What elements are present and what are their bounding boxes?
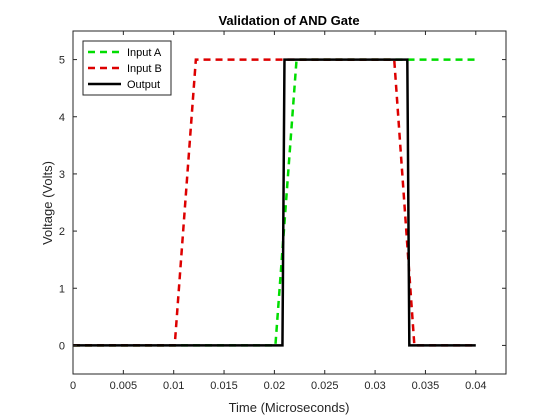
x-tick-label: 0.02 [264,380,285,392]
y-tick-label: 3 [59,169,65,181]
x-tick-label: 0.01 [163,380,184,392]
x-tick-label: 0.04 [465,380,486,392]
x-tick-label: 0.03 [364,380,385,392]
legend-label: Input A [127,47,162,59]
x-tick-label: 0.005 [110,380,138,392]
y-tick-label: 4 [59,112,65,124]
legend-box [82,40,172,96]
legend-label: Output [127,79,160,91]
x-tick-label: 0.035 [412,380,440,392]
y-tick-label: 1 [59,283,65,295]
y-tick-label: 0 [59,340,65,352]
y-tick-label: 2 [59,226,65,238]
y-axis: 0 1 2 3 4 5 [59,55,506,352]
x-tick-label: 0 [70,380,76,392]
legend: Input A Input B Output [82,40,172,96]
series-layer [73,58,476,347]
legend-label: Input B [127,63,162,75]
x-tick-label: 0.015 [210,380,238,392]
y-axis-label: Voltage (Volts) [40,161,55,245]
y-tick-label: 5 [59,55,65,67]
plot-box [72,30,507,375]
series-line-output [73,58,476,347]
chart-title: Validation of AND Gate [218,13,359,28]
x-tick-label: 0.025 [311,380,339,392]
x-axis-label: Time (Microseconds) [229,400,350,415]
x-axis: 0 0.005 0.01 0.015 0.02 0.025 0.03 0.035 0.04 [70,31,487,392]
